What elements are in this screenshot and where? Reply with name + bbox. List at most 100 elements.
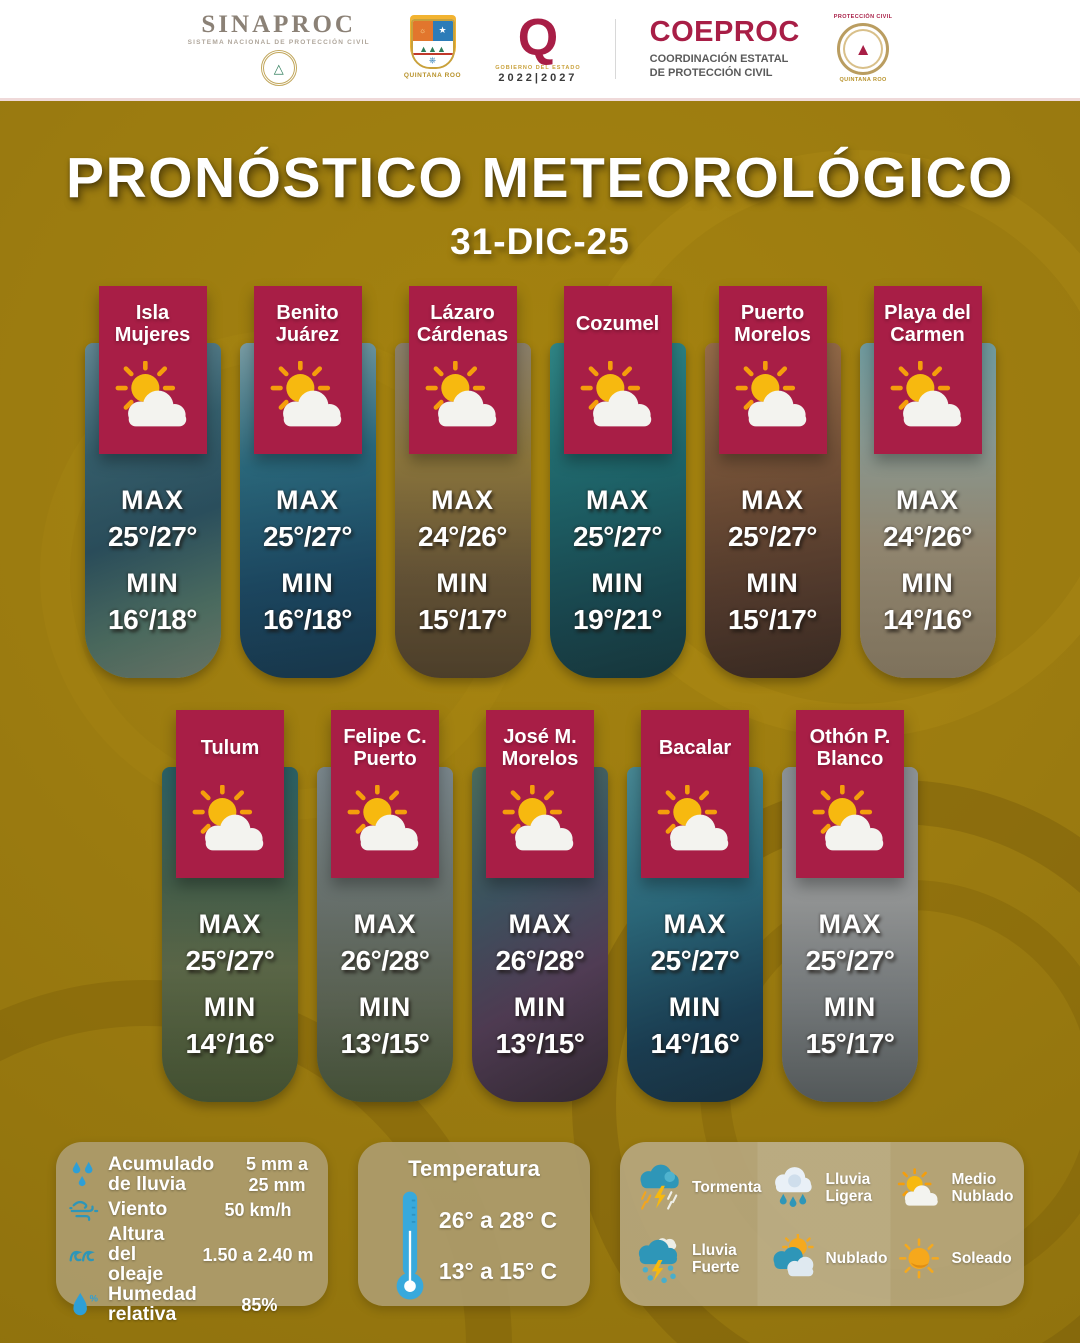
temperature-title: Temperatura	[408, 1156, 540, 1181]
condition-row: Acumulado de lluvia 5 mm a 25 mm	[68, 1154, 314, 1195]
max-value: 26°/28°	[340, 945, 430, 976]
logo-bar: SINAPROC SISTEMA NACIONAL DE PROTECCIÓN …	[0, 0, 1080, 101]
city-banner: Cozumel	[563, 286, 672, 454]
wind-icon	[68, 1195, 100, 1225]
temperature-block: MAX 25°/27° MIN 14°/16°	[162, 909, 298, 1075]
humidity-icon	[68, 1290, 100, 1320]
logo-divider	[614, 19, 616, 79]
legend-item: Medio Nublado	[893, 1154, 1013, 1223]
legend-item: Lluvia Fuerte	[634, 1225, 761, 1294]
medio-nublado-icon	[262, 361, 354, 433]
min-label: MIN	[436, 568, 489, 598]
condition-label: Altura del oleaje	[108, 1223, 165, 1286]
max-label: MAX	[818, 909, 882, 939]
min-label: MIN	[901, 568, 954, 598]
medio-nublado-icon	[649, 785, 741, 857]
medio-nublado-icon	[572, 361, 664, 433]
city-name: Lázaro Cárdenas	[416, 301, 509, 346]
min-label: MIN	[823, 992, 877, 1022]
legend-label: Lluvia Ligera	[825, 1170, 872, 1205]
gobierno-years: 2022|2027	[498, 72, 578, 85]
legend-item: Tormenta	[634, 1154, 761, 1223]
city-card: MAX 25°/27° MIN 19°/21° Cozumel	[549, 286, 686, 678]
max-value: 25°/27°	[650, 945, 740, 976]
city-name: José M. Morelos	[501, 725, 579, 770]
city-banner: Tulum	[176, 710, 284, 878]
city-name: Benito Juárez	[275, 301, 340, 346]
city-banner: Isla Mujeres	[98, 286, 207, 454]
q-mark-icon: Q	[517, 8, 559, 67]
max-value: 24°/26°	[418, 521, 507, 552]
city-card: MAX 26°/28° MIN 13°/15° José M. Morelos	[472, 710, 608, 1102]
min-label: MIN	[668, 992, 722, 1022]
gobierno-q-logo: Q GOBIERNO DEL ESTADO 2022|2027	[495, 8, 580, 85]
medio-nublado-icon	[727, 361, 819, 433]
temperature-block: MAX 25°/27° MIN 16°/18°	[85, 485, 221, 651]
max-value: 25°/27°	[185, 945, 275, 976]
min-value: 14°/16°	[883, 604, 972, 635]
coeproc-tagline: COORDINACIÓN ESTATAL DE PROTECCIÓN CIVIL	[649, 52, 789, 79]
city-row-2: MAX 25°/27° MIN 14°/16° Tulum MAX 26°/28…	[0, 710, 1080, 1102]
sinaproc-logo: SINAPROC SISTEMA NACIONAL DE PROTECCIÓN …	[188, 12, 370, 87]
max-label: MAX	[741, 485, 804, 515]
quintana-roo-label: QUINTANA ROO	[403, 71, 462, 79]
max-value: 25°/27°	[108, 521, 197, 552]
city-banner: Bacalar	[641, 710, 749, 878]
min-value: 13°/15°	[340, 1028, 430, 1059]
city-card: MAX 25°/27° MIN 15°/17° Puerto Morelos	[704, 286, 841, 678]
proteccion-civil-emblem-icon: ▲	[837, 23, 890, 75]
forecast-date: 31-DIC-25	[450, 221, 630, 262]
temperature-block: MAX 24°/26° MIN 15°/17°	[395, 485, 531, 651]
city-name: Othón P. Blanco	[809, 725, 891, 770]
max-label: MAX	[431, 485, 494, 515]
min-value: 15°/17°	[728, 604, 817, 635]
city-banner: Playa del Carmen	[873, 286, 982, 454]
legend-panel: Tormenta Lluvia Ligera Medio Nublado Llu…	[620, 1142, 1024, 1306]
quintana-roo-logo: ☼ ★ ▲▲▲ ⎈ QUINTANA ROO	[403, 18, 462, 80]
legend-item: Lluvia Ligera	[767, 1154, 887, 1223]
legend-label: Nublado	[825, 1250, 888, 1268]
legend-item: Soleado	[893, 1225, 1013, 1294]
city-photo: MAX 24°/26° MIN 14°/16°	[859, 343, 996, 678]
temperature-block: MAX 26°/28° MIN 13°/15°	[317, 909, 453, 1075]
temperature-block: MAX 25°/27° MIN 14°/16°	[627, 909, 763, 1075]
city-card: MAX 25°/27° MIN 16°/18° Isla Mujeres	[84, 286, 221, 678]
city-banner: Benito Juárez	[253, 286, 362, 454]
quintana-roo-shield-icon: ☼ ★ ▲▲▲ ⎈	[410, 18, 455, 69]
lluvia-fuerte-icon	[634, 1234, 686, 1286]
city-name: Tulum	[200, 736, 260, 759]
city-card: MAX 25°/27° MIN 14°/16° Bacalar	[627, 710, 763, 1102]
max-value: 25°/27°	[573, 521, 662, 552]
condition-label: Humedad relativa	[108, 1283, 197, 1325]
conditions-panel: Acumulado de lluvia 5 mm a 25 mm Viento …	[56, 1142, 328, 1324]
temperature-low: 13° a 15° C	[438, 1258, 558, 1284]
min-value: 13°/15°	[495, 1028, 585, 1059]
proteccion-civil-logo: PROTECCIÓN CIVIL ▲ QUINTANA ROO	[834, 14, 893, 84]
max-label: MAX	[586, 485, 649, 515]
title-block: PRONÓSTICO METEOROLÓGICO 31-DIC-25	[0, 101, 1080, 263]
city-row-1: MAX 25°/27° MIN 16°/18° Isla Mujeres MAX…	[0, 286, 1080, 678]
nublado-icon	[767, 1234, 819, 1286]
temperature-block: MAX 25°/27° MIN 19°/21°	[550, 485, 686, 651]
city-name: Felipe C. Puerto	[343, 725, 427, 770]
condition-value: 1.50 a 2.40 m	[202, 1244, 314, 1265]
tormenta-icon	[634, 1163, 686, 1215]
min-value: 16°/18°	[108, 604, 197, 635]
thermometer-icon	[391, 1188, 429, 1304]
city-card: MAX 25°/27° MIN 16°/18° Benito Juárez	[239, 286, 376, 678]
max-label: MAX	[508, 909, 572, 939]
min-label: MIN	[513, 992, 567, 1022]
temperature-block: MAX 26°/28° MIN 13°/15°	[472, 909, 608, 1075]
min-value: 15°/17°	[805, 1028, 895, 1059]
city-name: Isla Mujeres	[114, 301, 191, 346]
temperature-block: MAX 25°/27° MIN 15°/17°	[705, 485, 841, 651]
city-card: MAX 25°/27° MIN 15°/17° Othón P. Blanco	[782, 710, 918, 1102]
condition-value: 5 mm a 25 mm	[245, 1154, 309, 1195]
condition-value: 85%	[241, 1294, 278, 1315]
soleado-icon	[893, 1234, 945, 1286]
min-value: 14°/16°	[185, 1028, 275, 1059]
page-title: PRONÓSTICO METEOROLÓGICO	[65, 146, 1015, 210]
max-label: MAX	[198, 909, 262, 939]
medio-nublado-icon	[882, 361, 974, 433]
